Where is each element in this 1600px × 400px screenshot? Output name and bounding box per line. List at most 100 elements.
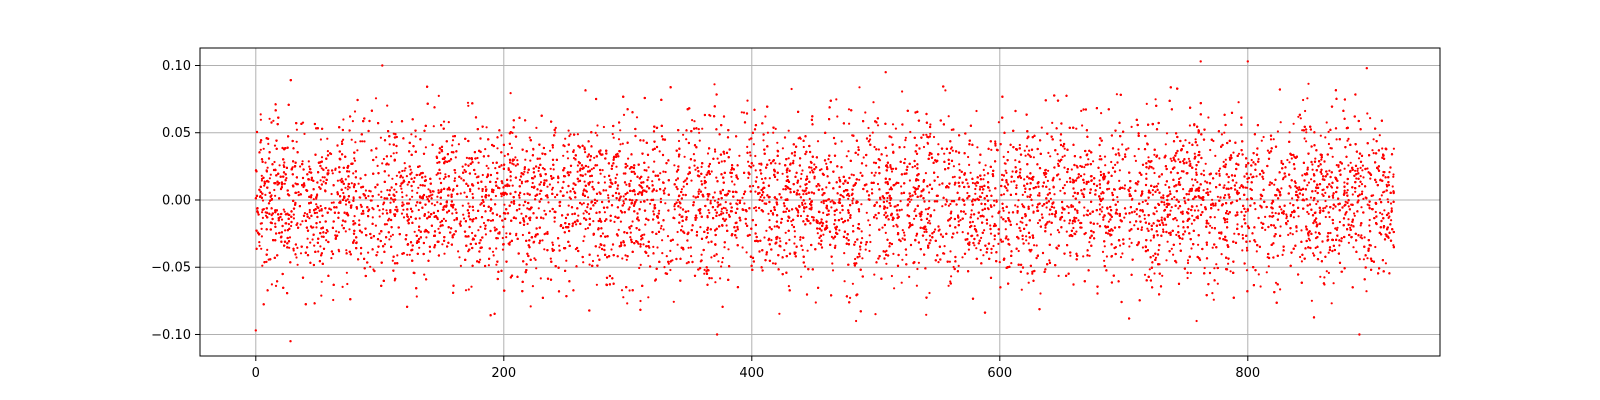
- data-point: [1331, 222, 1335, 225]
- data-point: [452, 203, 455, 206]
- data-point: [922, 145, 926, 149]
- data-point: [511, 131, 514, 134]
- data-point: [1123, 216, 1126, 219]
- data-point: [1021, 238, 1024, 241]
- data-point: [628, 167, 632, 170]
- data-point: [874, 171, 877, 174]
- data-point: [1366, 257, 1369, 260]
- data-point: [576, 133, 580, 136]
- data-point: [811, 169, 814, 172]
- data-point: [1356, 169, 1359, 172]
- data-point: [369, 265, 372, 268]
- data-point: [886, 206, 889, 209]
- data-point: [976, 217, 980, 220]
- data-point: [924, 208, 928, 211]
- data-point: [1391, 185, 1394, 188]
- data-point: [1162, 194, 1165, 197]
- data-point: [1004, 169, 1007, 172]
- data-point: [261, 211, 264, 214]
- data-point: [628, 206, 631, 209]
- data-point: [467, 288, 470, 291]
- data-point: [1053, 213, 1056, 216]
- data-point: [301, 121, 305, 124]
- data-point: [730, 168, 733, 171]
- data-point: [1386, 198, 1389, 201]
- data-point: [924, 172, 928, 175]
- data-point: [549, 167, 552, 170]
- data-point: [858, 86, 861, 89]
- data-point: [689, 246, 693, 249]
- data-point: [1276, 130, 1279, 133]
- data-point: [660, 224, 663, 228]
- data-point: [884, 231, 887, 234]
- data-point: [990, 251, 993, 254]
- data-point: [1024, 190, 1027, 194]
- data-point: [864, 111, 867, 114]
- data-point: [829, 200, 832, 203]
- data-point: [801, 201, 804, 204]
- data-point: [698, 188, 701, 191]
- data-point: [768, 159, 771, 162]
- data-point: [598, 246, 601, 249]
- data-point: [389, 235, 392, 238]
- data-point: [1024, 154, 1027, 157]
- data-point: [404, 167, 407, 170]
- data-point: [909, 130, 912, 134]
- data-point: [865, 164, 868, 167]
- data-point: [603, 175, 606, 178]
- data-point: [659, 172, 662, 175]
- data-point: [1019, 220, 1022, 223]
- data-point: [1133, 224, 1136, 227]
- data-point: [1351, 193, 1354, 196]
- data-point: [760, 177, 764, 181]
- data-point: [1103, 245, 1106, 248]
- data-point: [501, 248, 505, 251]
- data-point: [1255, 175, 1258, 178]
- data-point: [261, 199, 265, 202]
- data-point: [659, 197, 663, 200]
- data-point: [425, 236, 428, 239]
- data-point: [1213, 267, 1216, 270]
- data-point: [1298, 186, 1301, 189]
- data-point: [975, 109, 978, 113]
- data-point: [1227, 262, 1230, 265]
- data-point: [615, 155, 618, 159]
- data-point: [1100, 210, 1103, 213]
- data-point: [330, 257, 333, 260]
- data-point: [646, 198, 649, 201]
- data-point: [272, 119, 275, 122]
- data-point: [485, 126, 488, 129]
- data-point: [1175, 233, 1178, 236]
- data-point: [514, 164, 517, 167]
- data-point: [503, 203, 506, 206]
- data-point: [410, 171, 413, 174]
- data-point: [1070, 168, 1073, 171]
- data-point: [1007, 218, 1011, 221]
- data-point: [1223, 184, 1226, 187]
- data-point: [1057, 274, 1060, 277]
- data-point: [857, 153, 860, 156]
- data-point: [1016, 205, 1019, 208]
- data-point: [385, 223, 388, 226]
- data-point: [1360, 183, 1364, 186]
- data-point: [810, 166, 813, 169]
- data-point: [1365, 290, 1368, 293]
- data-point: [1361, 237, 1364, 240]
- data-point: [1110, 233, 1113, 236]
- data-point: [713, 148, 717, 151]
- data-point: [676, 230, 679, 234]
- data-point: [576, 164, 580, 167]
- data-point: [374, 224, 377, 227]
- data-point: [553, 220, 556, 223]
- data-point: [444, 173, 447, 176]
- data-point: [1084, 163, 1087, 166]
- data-point: [1335, 164, 1338, 167]
- data-point: [771, 262, 775, 265]
- data-point: [554, 126, 557, 129]
- data-point: [1392, 147, 1395, 150]
- data-point: [1345, 191, 1348, 194]
- data-point: [938, 183, 941, 186]
- data-point: [1032, 210, 1035, 213]
- data-point: [1165, 259, 1168, 262]
- data-point: [391, 177, 394, 180]
